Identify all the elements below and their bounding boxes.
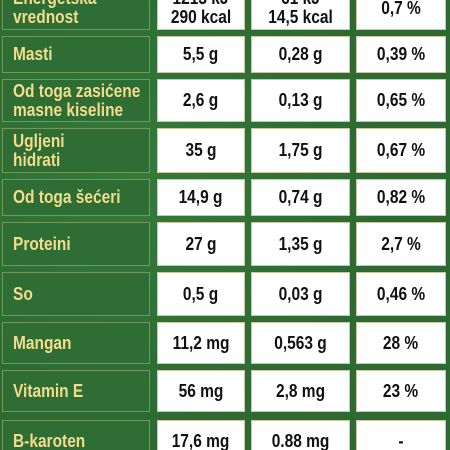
row-label: Proteini bbox=[2, 222, 150, 266]
row-label: So bbox=[2, 272, 150, 316]
value-cell: 17,6 mg bbox=[157, 420, 245, 450]
value-cell: 2,8 mg bbox=[251, 370, 350, 412]
value-cell: 0,46 % bbox=[356, 272, 446, 316]
value-cell: 0,74 g bbox=[251, 179, 350, 216]
cell-text: 5,5 g bbox=[183, 44, 219, 64]
value-cell: 5,5 g bbox=[157, 36, 245, 73]
row-label: Od toga šećeri bbox=[2, 179, 150, 216]
value-cell: 0,03 g bbox=[251, 272, 350, 316]
value-cell: 0,563 g bbox=[251, 322, 350, 364]
value-cell: 2,6 g bbox=[157, 79, 245, 122]
cell-text: 290 kcal bbox=[170, 7, 232, 27]
cell-text: 1,75 g bbox=[278, 140, 323, 160]
cell-text: vrednost bbox=[13, 7, 79, 27]
cell-text: hidrati bbox=[13, 149, 61, 170]
value-cell: 23 % bbox=[356, 370, 446, 412]
cell-text: 2,6 g bbox=[183, 90, 219, 110]
cell-text: 61 kJ bbox=[281, 0, 320, 8]
cell-text: So bbox=[13, 283, 33, 304]
row-label: Masti bbox=[2, 36, 150, 73]
value-cell: 61 kJ14,5 kcal bbox=[251, 0, 350, 30]
cell-text: 17,6 mg bbox=[172, 430, 230, 450]
row-label: Od toga zasićene masne kiseline bbox=[2, 79, 150, 122]
row-label: Vitamin E bbox=[2, 370, 150, 412]
value-cell: 35 g bbox=[157, 128, 245, 173]
cell-text: Ugljeni bbox=[13, 130, 65, 151]
value-cell: 28 % bbox=[356, 322, 446, 364]
cell-text: Od toga zasićene bbox=[13, 80, 141, 101]
cell-text: Mangan bbox=[13, 332, 72, 353]
cell-text: B-karoten bbox=[13, 430, 86, 450]
value-cell: 1213 kJ290 kcal bbox=[157, 0, 245, 30]
cell-text: 23 % bbox=[383, 380, 419, 401]
row-label: B-karoten bbox=[2, 420, 150, 450]
cell-text: 0,74 g bbox=[278, 187, 323, 207]
cell-text: 1,35 g bbox=[278, 233, 323, 254]
cell-text: 0,82 % bbox=[376, 187, 426, 207]
cell-text: 0,563 g bbox=[274, 332, 327, 353]
value-cell: 27 g bbox=[157, 222, 245, 266]
value-cell: 0,5 g bbox=[157, 272, 245, 316]
cell-text: 0,65 % bbox=[376, 90, 426, 110]
cell-text: 2,7 % bbox=[381, 233, 421, 254]
cell-text: 0,28 g bbox=[278, 44, 323, 64]
cell-text: 28 % bbox=[383, 332, 419, 353]
cell-text: 35 g bbox=[185, 140, 217, 160]
cell-text: 1213 kJ bbox=[173, 0, 229, 8]
cell-text: masne kiseline bbox=[13, 99, 124, 120]
value-cell: 14,9 g bbox=[157, 179, 245, 216]
cell-text: 0,67 % bbox=[376, 140, 426, 160]
row-label: Mangan bbox=[2, 322, 150, 364]
value-cell: 0,28 g bbox=[251, 36, 350, 73]
cell-text: 14,5 kcal bbox=[268, 7, 333, 27]
value-cell: 0.88 mg bbox=[251, 420, 350, 450]
value-cell: 0,67 % bbox=[356, 128, 446, 173]
cell-text: 0,03 g bbox=[278, 283, 323, 304]
value-cell: 1,35 g bbox=[251, 222, 350, 266]
cell-text: Energetska bbox=[13, 0, 96, 8]
cell-text: 27 g bbox=[185, 233, 217, 254]
cell-text: 0,39 % bbox=[376, 44, 426, 64]
value-cell: 11,2 mg bbox=[157, 322, 245, 364]
cell-text: 11,2 mg bbox=[172, 332, 230, 353]
value-cell: 1,75 g bbox=[251, 128, 350, 173]
row-label: Energetskavrednost bbox=[2, 0, 150, 30]
cell-text: 0,13 g bbox=[278, 90, 323, 110]
value-cell: 0,39 % bbox=[356, 36, 446, 73]
value-cell: 0,13 g bbox=[251, 79, 350, 122]
cell-text: 14,9 g bbox=[179, 187, 223, 207]
cell-text: Proteini bbox=[13, 233, 71, 254]
cell-text: Vitamin E bbox=[13, 380, 84, 401]
cell-text: 0,7 % bbox=[381, 0, 421, 18]
cell-text: Masti bbox=[13, 44, 53, 64]
value-cell: 0,7 % bbox=[356, 0, 446, 30]
cell-text: 0.88 mg bbox=[271, 430, 330, 450]
cell-text: Od toga šećeri bbox=[13, 187, 121, 207]
row-label: Ugljeni hidrati bbox=[2, 128, 150, 173]
cell-text: 0,46 % bbox=[376, 283, 426, 304]
value-cell: 0,65 % bbox=[356, 79, 446, 122]
value-cell: 2,7 % bbox=[356, 222, 446, 266]
cell-text: - bbox=[398, 430, 404, 450]
value-cell: 56 mg bbox=[157, 370, 245, 412]
value-cell: - bbox=[356, 420, 446, 450]
cell-text: 56 mg bbox=[178, 380, 224, 401]
cell-text: 0,5 g bbox=[183, 283, 219, 304]
cell-text: 2,8 mg bbox=[275, 380, 326, 401]
value-cell: 0,82 % bbox=[356, 179, 446, 216]
